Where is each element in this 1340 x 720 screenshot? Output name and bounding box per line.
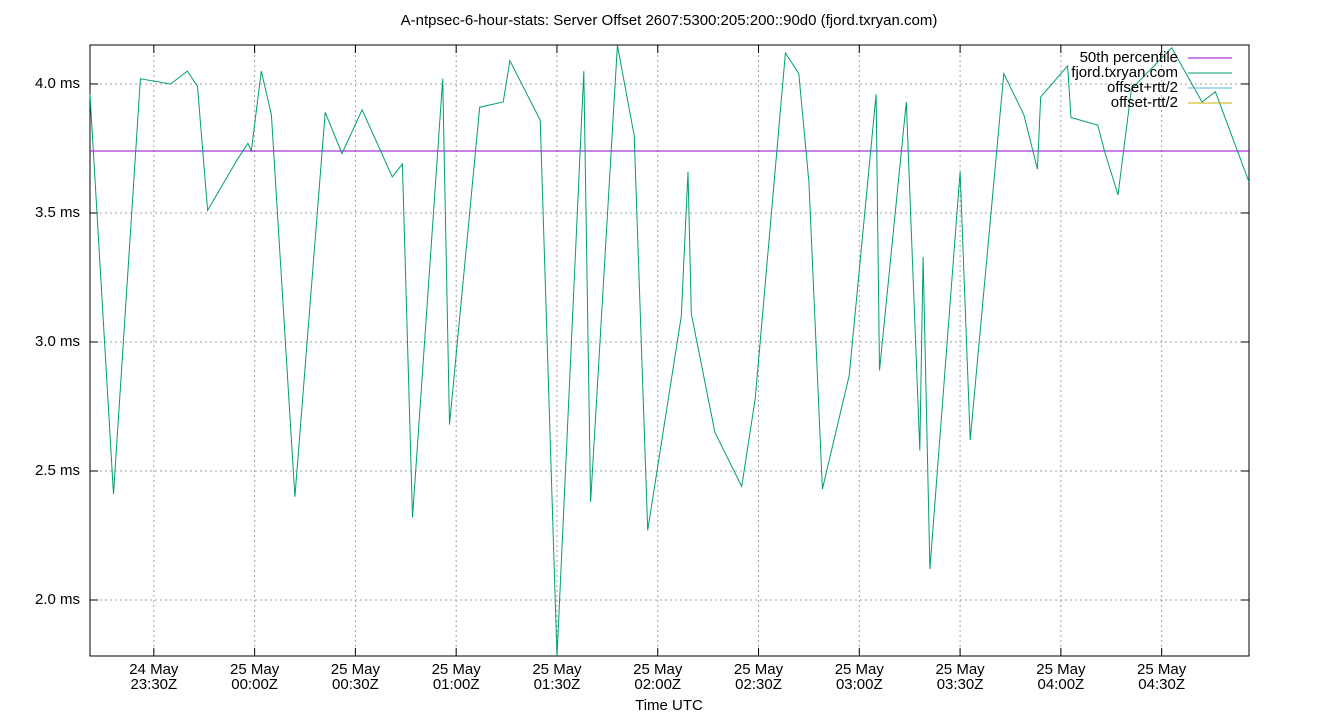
y-tick-label: 4.0 ms: [35, 75, 80, 92]
x-tick-label: 25 May 00:30Z: [330, 661, 380, 693]
y-tick-label: 2.0 ms: [35, 591, 80, 608]
legend-label: fjord.txryan.com: [1071, 64, 1178, 81]
x-axis-label: Time UTC: [635, 697, 703, 714]
x-tick-label: 25 May 04:30Z: [1137, 661, 1187, 693]
legend-label: 50th percentile: [1080, 49, 1178, 66]
y-tick-label: 3.5 ms: [35, 204, 80, 221]
x-tick-label: 24 May 23:30Z: [129, 661, 179, 693]
y-tick-label: 2.5 ms: [35, 462, 80, 479]
x-tick-label: 25 May 02:30Z: [733, 661, 784, 693]
legend-label: offset+rtt/2: [1107, 79, 1178, 96]
y-tick-label: 3.0 ms: [35, 333, 80, 350]
series-line: [89, 45, 1250, 657]
x-tick-label: 25 May 03:30Z: [935, 661, 985, 693]
chart-title: A-ntpsec-6-hour-stats: Server Offset 260…: [401, 12, 938, 29]
x-tick-label: 25 May 02:00Z: [633, 661, 683, 693]
x-tick-label: 25 May 03:00Z: [834, 661, 884, 693]
x-tick-label: 25 May 01:30Z: [532, 661, 582, 693]
plot-border: [89, 44, 1250, 657]
legend-label: offset-rtt/2: [1111, 94, 1178, 111]
x-tick-label: 25 May 00:00Z: [230, 661, 280, 693]
x-tick-label: 25 May 04:00Z: [1036, 661, 1086, 693]
x-tick-label: 25 May 01:00Z: [431, 661, 481, 693]
